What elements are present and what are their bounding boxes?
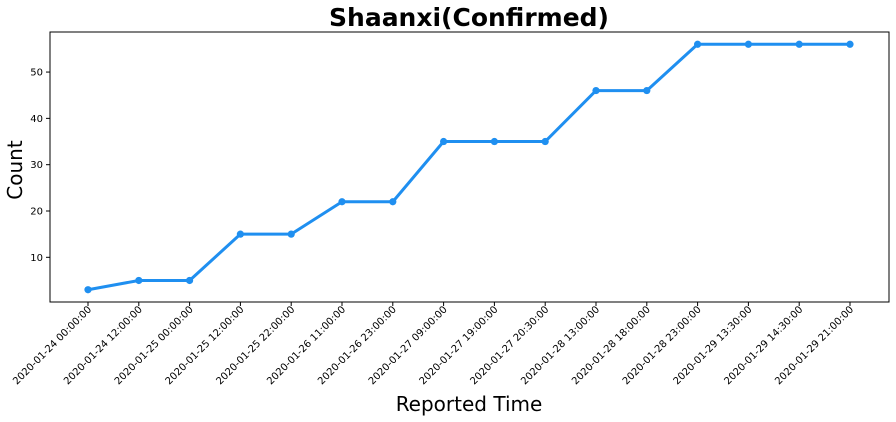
data-point	[440, 137, 448, 146]
data-point	[389, 198, 397, 206]
x-axis-label: Reported Time	[396, 392, 543, 416]
series-line	[86, 42, 852, 292]
y-tick-label: 50	[30, 68, 43, 79]
data-point	[287, 230, 295, 238]
data-point	[236, 230, 244, 238]
data-point	[541, 137, 549, 146]
data-point	[744, 40, 753, 48]
data-point	[186, 276, 194, 285]
y-tick-label: 10	[30, 253, 43, 264]
y-tick-label: 40	[30, 114, 43, 125]
data-point	[338, 198, 346, 206]
series-shaanxi-confirmed	[84, 40, 854, 294]
data-point	[643, 86, 651, 95]
data-point	[795, 40, 803, 48]
data-point	[846, 40, 854, 48]
y-axis: 10 20 30 40 50	[30, 68, 50, 264]
data-point	[490, 137, 498, 146]
y-tick-label: 20	[30, 206, 43, 217]
data-point	[592, 86, 600, 95]
y-axis-label: Count	[3, 140, 27, 200]
y-tick-label: 30	[30, 160, 43, 171]
plot-area	[49, 31, 890, 303]
data-point	[84, 286, 92, 294]
chart-title: Shaanxi(Confirmed)	[329, 3, 609, 32]
data-point	[135, 276, 143, 285]
data-point	[694, 40, 702, 48]
